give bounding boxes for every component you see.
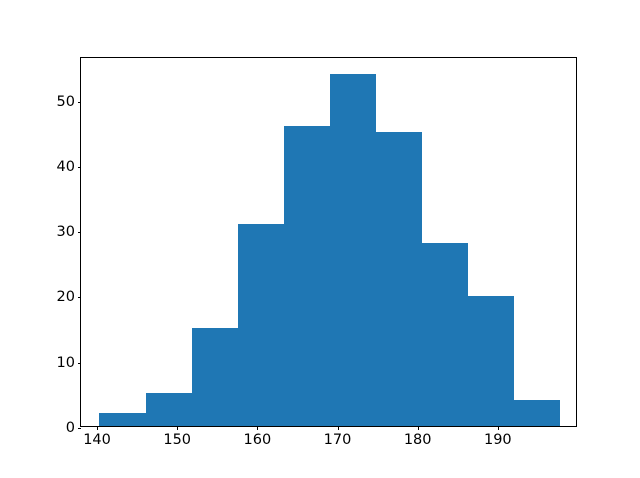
histogram-bar bbox=[283, 125, 330, 426]
x-tick-label: 160 bbox=[243, 432, 272, 448]
y-tick-label: 50 bbox=[56, 93, 75, 110]
y-tick-mark bbox=[77, 101, 81, 103]
y-tick-label: 40 bbox=[56, 158, 75, 175]
y-tick-label: 10 bbox=[56, 354, 75, 371]
x-tick-mark bbox=[97, 426, 99, 430]
x-tick-mark bbox=[497, 426, 499, 430]
x-tick-mark bbox=[337, 426, 339, 430]
y-tick-label: 0 bbox=[65, 419, 75, 436]
histogram-bar bbox=[99, 412, 146, 426]
histogram-bar bbox=[422, 243, 469, 426]
y-tick-mark bbox=[77, 297, 81, 299]
y-tick-mark bbox=[77, 166, 81, 168]
histogram-bar bbox=[329, 73, 376, 426]
y-tick-label: 30 bbox=[56, 223, 75, 240]
histogram-bar bbox=[468, 295, 515, 426]
x-tick-label: 150 bbox=[163, 432, 192, 448]
x-tick-label: 180 bbox=[403, 432, 432, 448]
histogram-bar bbox=[191, 328, 238, 426]
histogram-bar bbox=[237, 223, 284, 426]
y-tick-mark bbox=[77, 428, 81, 429]
histogram-bar bbox=[514, 399, 561, 426]
histogram-plot-area bbox=[81, 58, 576, 426]
x-tick-mark bbox=[257, 426, 259, 430]
x-tick-mark bbox=[417, 426, 419, 430]
chart-axes: 0 10 20 30 40 50 140 150 160 170 180 190 bbox=[57, 57, 577, 447]
x-tick-label: 170 bbox=[323, 432, 352, 448]
y-tick-mark bbox=[77, 362, 81, 364]
x-tick-label: 190 bbox=[483, 432, 512, 448]
x-tick-label: 140 bbox=[83, 432, 111, 448]
y-tick-label: 20 bbox=[56, 289, 75, 306]
histogram-bar bbox=[145, 393, 192, 426]
histogram-bar bbox=[375, 132, 423, 426]
y-tick-mark bbox=[77, 232, 81, 234]
x-tick-mark bbox=[177, 426, 179, 430]
